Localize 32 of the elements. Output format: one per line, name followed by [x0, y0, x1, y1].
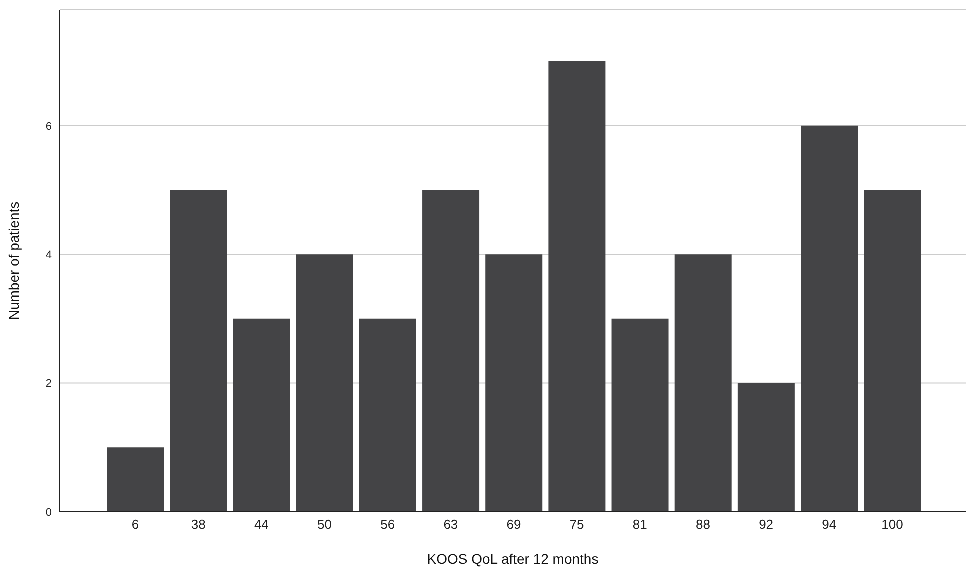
x-axis-title: KOOS QoL after 12 months: [427, 551, 599, 567]
bar: [107, 448, 164, 512]
bar: [422, 190, 480, 512]
x-tick-label: 100: [882, 517, 904, 532]
x-tick-label: 63: [444, 517, 458, 532]
bar: [612, 318, 669, 512]
x-tick-label: 6: [132, 517, 140, 532]
x-tick-label: 69: [506, 517, 522, 532]
bar: [548, 61, 606, 512]
bar: [486, 254, 543, 512]
bar: [738, 383, 795, 512]
x-tick-label: 56: [380, 517, 396, 532]
x-tick-label: 88: [696, 517, 710, 532]
x-tick-label: 38: [191, 517, 206, 532]
y-axis-title: Number of patients: [6, 202, 22, 320]
x-tick-label: 75: [570, 517, 584, 532]
y-tick-label: 2: [46, 378, 52, 390]
bar: [170, 190, 228, 512]
x-tick-label: 94: [822, 517, 837, 532]
x-tick-label: 50: [318, 517, 332, 532]
bar: [359, 318, 416, 512]
bar: [674, 254, 732, 512]
bar: [864, 190, 922, 512]
y-tick-label: 6: [46, 120, 52, 133]
x-tick-label: 92: [759, 517, 774, 532]
y-tick-label: 0: [46, 506, 52, 519]
bar: [801, 126, 858, 512]
bar: [296, 254, 354, 512]
bar: [233, 318, 290, 512]
x-tick-label: 81: [632, 517, 648, 532]
x-tick-label: 44: [254, 517, 269, 532]
y-tick-label: 4: [46, 249, 52, 262]
